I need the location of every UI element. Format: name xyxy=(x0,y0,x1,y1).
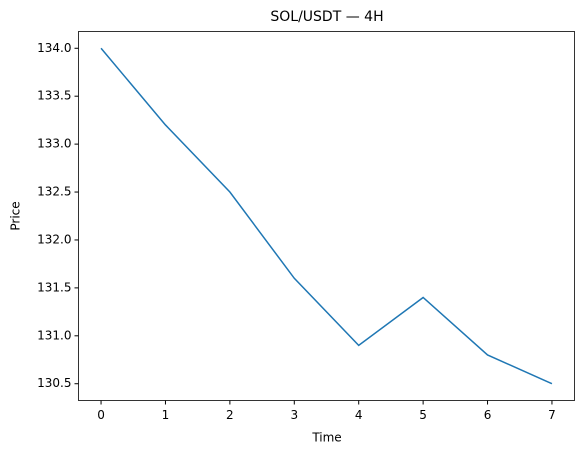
x-tick-label: 3 xyxy=(290,408,298,422)
x-tick-label: 0 xyxy=(97,408,105,422)
y-tick-label: 131.5 xyxy=(37,280,71,294)
x-tick-label: 2 xyxy=(226,408,234,422)
chart-title: SOL/USDT — 4H xyxy=(270,9,383,25)
plot-frame xyxy=(78,31,575,401)
line-series xyxy=(100,47,553,385)
x-tick-label: 1 xyxy=(162,408,170,422)
y-tick-label: 134.0 xyxy=(37,41,71,55)
x-axis-label: Time xyxy=(311,431,341,445)
x-tick-label: 7 xyxy=(548,408,556,422)
y-tick-label: 130.5 xyxy=(37,376,71,390)
y-tick-label: 132.5 xyxy=(37,185,71,199)
y-tick-label: 133.0 xyxy=(37,137,71,151)
x-tick-label: 4 xyxy=(355,408,363,422)
y-axis-label: Price xyxy=(9,201,23,230)
y-tick-label: 132.0 xyxy=(37,232,71,246)
y-tick-label: 133.5 xyxy=(37,89,71,103)
y-tick-label: 131.0 xyxy=(37,328,71,342)
x-tick-label: 5 xyxy=(419,408,427,422)
x-tick-label: 6 xyxy=(484,408,492,422)
